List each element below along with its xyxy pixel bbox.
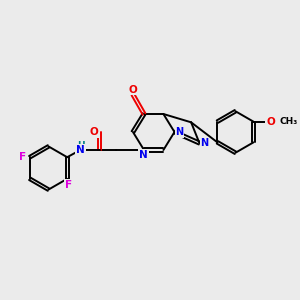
Text: O: O [266, 117, 275, 127]
Text: F: F [65, 180, 72, 190]
Text: O: O [129, 85, 137, 94]
Text: N: N [139, 150, 148, 160]
Text: F: F [19, 152, 26, 162]
Text: CH₃: CH₃ [280, 117, 298, 126]
Text: N: N [76, 145, 85, 155]
Text: N: N [176, 127, 184, 137]
Text: O: O [89, 127, 98, 137]
Text: H: H [77, 140, 85, 149]
Text: N: N [200, 138, 208, 148]
